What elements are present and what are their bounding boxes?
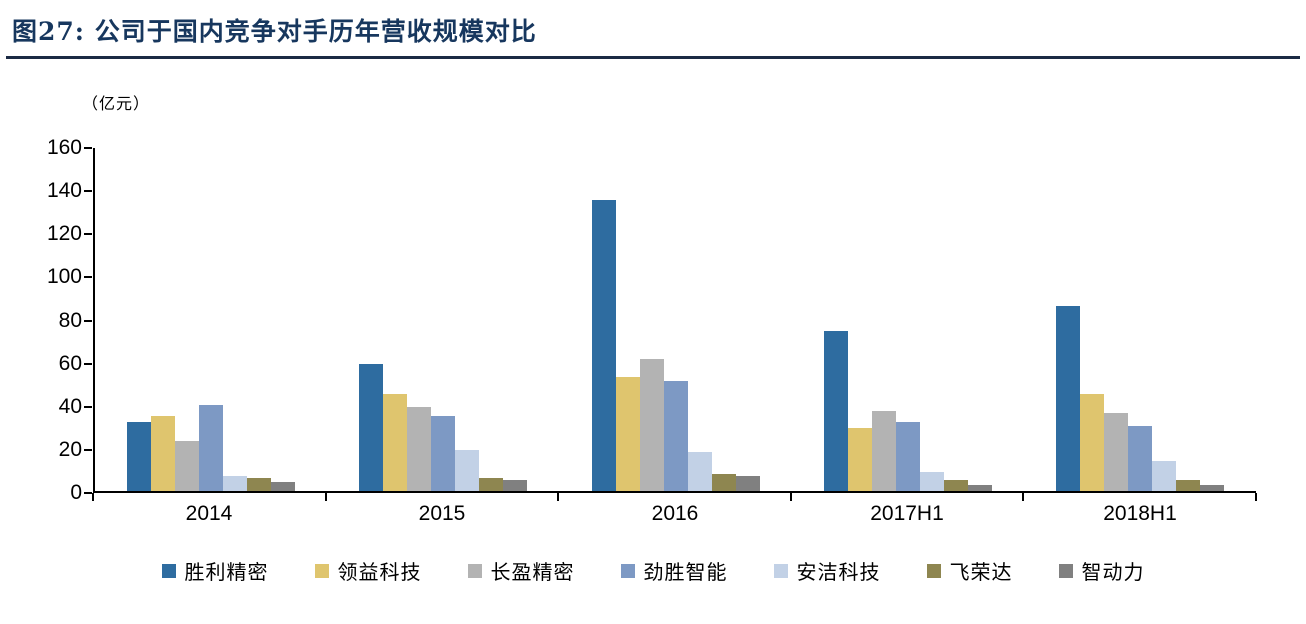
x-axis-category-label: 2016 bbox=[651, 502, 699, 525]
legend-swatch-icon bbox=[314, 563, 329, 578]
legend-swatch-icon bbox=[620, 563, 635, 578]
x-axis-tick bbox=[1255, 493, 1257, 501]
bar bbox=[919, 472, 944, 491]
bar bbox=[199, 405, 224, 491]
bar-group-2015 bbox=[327, 148, 559, 491]
bar bbox=[735, 476, 760, 491]
bar-group-2017H1 bbox=[792, 148, 1024, 491]
legend-label: 胜利精密 bbox=[184, 562, 269, 584]
plot-area bbox=[93, 148, 1256, 493]
bar bbox=[1055, 306, 1080, 491]
y-axis-tick bbox=[84, 405, 92, 408]
bar bbox=[1079, 394, 1104, 491]
bar-group-2018H1 bbox=[1024, 148, 1256, 491]
bar bbox=[407, 407, 432, 491]
y-axis-tick bbox=[84, 276, 92, 279]
bar bbox=[151, 416, 176, 491]
y-axis-tick-label: 60 bbox=[58, 351, 82, 375]
bar bbox=[639, 359, 664, 491]
y-axis-tick bbox=[84, 448, 92, 451]
bar bbox=[615, 377, 640, 491]
legend-label: 安洁科技 bbox=[796, 562, 881, 584]
y-axis-tick-label: 40 bbox=[58, 394, 82, 418]
y-axis-tick-label: 120 bbox=[46, 222, 82, 246]
bar bbox=[823, 331, 848, 491]
legend: 胜利精密 领益科技 长盈精密 劲胜智能 安洁科技 飞荣达 智动力 bbox=[0, 556, 1306, 585]
chart-title: 图27: 公司于国内竞争对手历年营收规模对比 bbox=[12, 17, 537, 46]
bar bbox=[223, 476, 248, 491]
bar bbox=[871, 411, 896, 491]
y-axis-tick bbox=[84, 362, 92, 365]
legend-item: 长盈精密 bbox=[467, 556, 575, 585]
x-axis-category-label: 2015 bbox=[418, 502, 466, 525]
y-axis-tick-label: 160 bbox=[46, 136, 82, 159]
bar bbox=[247, 478, 272, 491]
bar bbox=[711, 474, 736, 491]
bar bbox=[895, 422, 920, 491]
y-axis-tick-label: 80 bbox=[58, 308, 82, 332]
legend-swatch-icon bbox=[161, 563, 176, 578]
bar bbox=[1175, 480, 1200, 491]
legend-item: 智动力 bbox=[1058, 556, 1145, 585]
y-axis-tick bbox=[84, 233, 92, 236]
legend-item: 飞荣达 bbox=[926, 556, 1013, 585]
legend-item: 领益科技 bbox=[314, 556, 422, 585]
title-divider bbox=[6, 56, 1300, 59]
bar bbox=[127, 422, 152, 491]
bar bbox=[967, 485, 992, 491]
bar bbox=[1103, 413, 1128, 491]
bar bbox=[175, 441, 200, 491]
x-axis-category-label: 2017H1 bbox=[870, 502, 944, 525]
x-axis-tick bbox=[557, 493, 559, 501]
y-axis-tick bbox=[84, 147, 92, 149]
x-axis-category-label: 2014 bbox=[185, 502, 233, 525]
bar bbox=[431, 416, 456, 491]
x-axis-tick bbox=[325, 493, 327, 501]
legend-label: 劲胜智能 bbox=[643, 562, 728, 584]
bar bbox=[943, 480, 968, 491]
y-axis-tick-label: 140 bbox=[46, 179, 82, 203]
bar bbox=[1127, 426, 1152, 491]
y-axis-tick bbox=[84, 190, 92, 193]
legend-label: 智动力 bbox=[1081, 562, 1145, 584]
bar bbox=[383, 394, 408, 491]
bar bbox=[1199, 485, 1224, 491]
legend-swatch-icon bbox=[467, 563, 482, 578]
legend-swatch-icon bbox=[926, 563, 941, 578]
y-axis-tick-label: 100 bbox=[46, 265, 82, 289]
bar bbox=[271, 482, 296, 491]
bar bbox=[503, 480, 528, 491]
bar bbox=[663, 381, 688, 491]
bar bbox=[591, 200, 616, 491]
bar bbox=[687, 452, 712, 491]
legend-label: 飞荣达 bbox=[949, 562, 1013, 584]
y-axis-tick-label: 0 bbox=[70, 481, 82, 504]
legend-swatch-icon bbox=[773, 563, 788, 578]
y-axis-tick bbox=[84, 492, 92, 494]
bar-group-2016 bbox=[559, 148, 791, 491]
x-axis-tick bbox=[790, 493, 792, 501]
legend-label: 长盈精密 bbox=[490, 562, 575, 584]
x-axis-category-label: 2018H1 bbox=[1103, 502, 1177, 525]
y-axis-unit-label: （亿元） bbox=[82, 96, 151, 113]
legend-item: 胜利精密 bbox=[161, 556, 269, 585]
legend-item: 安洁科技 bbox=[773, 556, 881, 585]
bar bbox=[847, 428, 872, 491]
x-axis-tick bbox=[92, 493, 94, 501]
x-axis-tick bbox=[1022, 493, 1024, 501]
y-axis-tick bbox=[84, 319, 92, 322]
y-axis-tick-label: 20 bbox=[58, 437, 82, 461]
bar bbox=[1151, 461, 1176, 491]
bar bbox=[359, 364, 384, 491]
legend-swatch-icon bbox=[1058, 563, 1073, 578]
bar bbox=[479, 478, 504, 491]
legend-item: 劲胜智能 bbox=[620, 556, 728, 585]
bar bbox=[455, 450, 480, 491]
legend-label: 领益科技 bbox=[337, 562, 422, 584]
bar-group-2014 bbox=[95, 148, 327, 491]
